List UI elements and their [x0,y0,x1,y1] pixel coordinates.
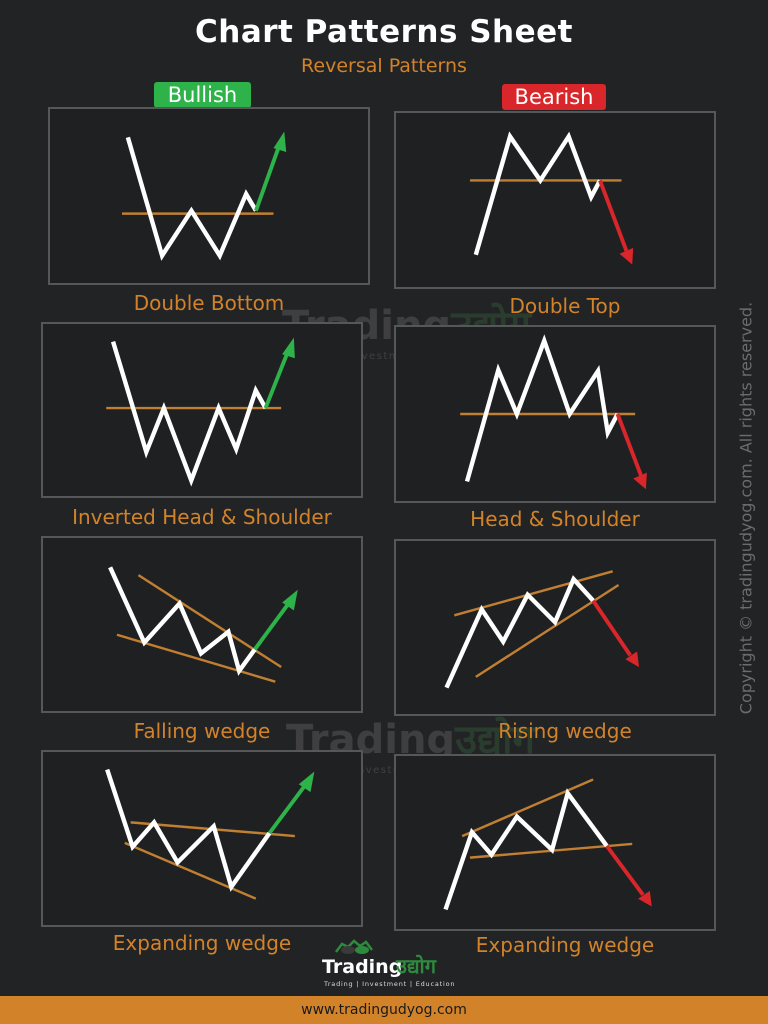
expanding-wedge-left-svg [105,768,315,900]
double-top-chart [394,111,716,289]
footer-url[interactable]: www.tradingudyog.com [301,1002,467,1018]
footer-bar: www.tradingudyog.com [0,996,768,1024]
pattern-label-falling-wedge: Falling wedge [133,719,271,743]
page-subtitle: Reversal Patterns [301,55,467,77]
expanding-wedge-right-chart [394,754,716,931]
pattern-label-inverted-head-shoulder: Inverted Head & Shoulder [72,505,332,529]
pattern-label-rising-wedge: Rising wedge [498,719,632,743]
arrow-head-icon [282,337,295,359]
pattern-label-expanding-wedge-left: Expanding wedge [112,931,292,955]
falling-wedge-svg [108,566,298,683]
logo-brand: Trading [322,956,403,978]
breakdown-arrow [615,413,643,477]
upper-trendline [461,778,594,838]
breakdown-arrow [591,599,632,657]
pattern-label-head-shoulder: Head & Shoulder [470,507,640,531]
arrow-head-icon [282,589,298,611]
page-title: Chart Patterns Sheet [195,14,573,50]
logo-tagline: Trading | Investment | Education [324,980,456,988]
breakout-arrow [267,782,309,835]
breakout-arrow [253,600,292,651]
rising-wedge-chart [394,539,716,716]
price-line [464,334,620,483]
double-bottom-chart [48,107,370,285]
falling-wedge-chart [41,536,363,713]
pattern-label-double-bottom: Double Bottom [133,291,285,315]
double-bottom-svg [122,131,287,261]
copyright-text: Copyright © tradingudyog.com. All rights… [736,301,756,715]
arrow-head-icon [298,771,315,793]
expanding-wedge-left-chart [41,750,363,927]
head-shoulder-svg [460,334,647,490]
head-shoulder-chart [394,325,716,503]
pattern-label-expanding-wedge-right: Expanding wedge [475,933,655,957]
breakdown-arrow [605,844,645,896]
breakdown-arrow [598,179,629,252]
bearish-badge: Bearish [502,84,606,110]
inverted-head-shoulder-chart [41,322,363,498]
expanding-wedge-right-svg [443,778,652,911]
price-line [125,136,258,261]
rising-wedge-svg [444,570,640,689]
arrow-head-icon [633,472,647,490]
pattern-label-double-top: Double Top [509,294,621,318]
breakout-arrow [263,350,290,409]
logo-brand-hindi: उद्योग [396,954,436,978]
bull-bear-icon [335,939,373,954]
double-top-svg [469,131,634,265]
brand-logo[interactable]: Trading उद्योग Trading | Investment | Ed… [322,938,454,992]
price-line [110,340,268,487]
lower-trendline [124,841,257,900]
price-line [444,575,595,689]
arrow-head-icon [619,247,634,265]
breakout-arrow [254,144,282,212]
price-line [473,131,602,256]
inverted-head-shoulder-svg [106,337,295,487]
bullish-badge: Bullish [154,82,251,108]
arrow-head-icon [638,890,652,907]
upper-trendline [137,574,282,669]
arrow-head-icon [273,131,287,153]
price-line [443,788,609,911]
price-line [108,566,257,676]
price-line [105,768,272,892]
arrow-head-icon [625,651,640,668]
